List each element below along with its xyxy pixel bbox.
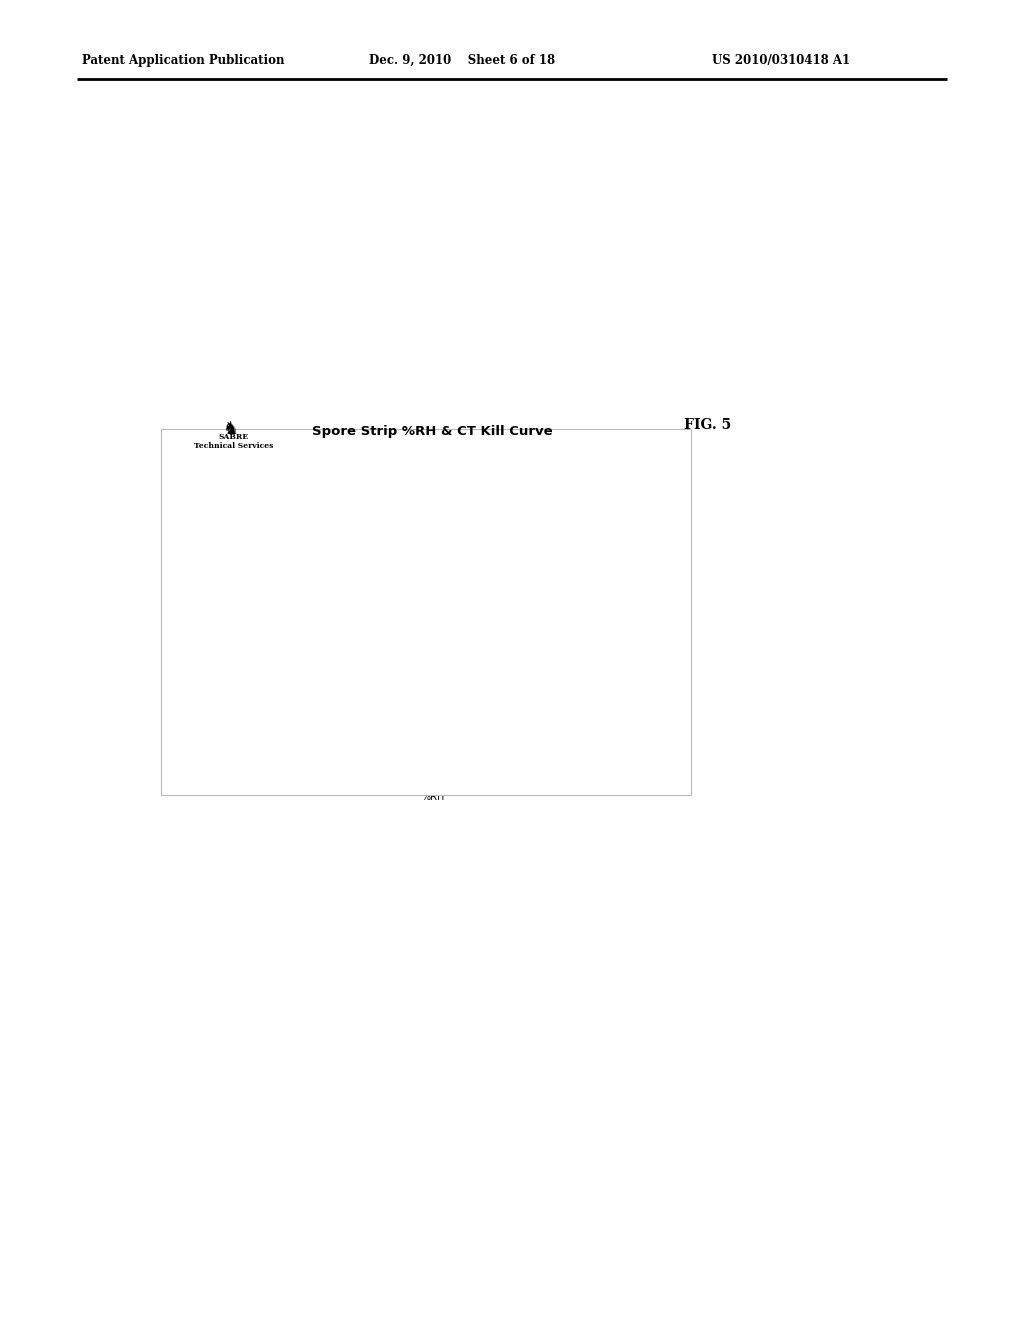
Text: Dec. 9, 2010    Sheet 6 of 18: Dec. 9, 2010 Sheet 6 of 18 — [369, 54, 555, 67]
Text: ♞: ♞ — [222, 420, 239, 438]
Text: Spore Strip %RH & CT Kill Curve: Spore Strip %RH & CT Kill Curve — [312, 425, 553, 438]
Text: US 2010/0310418 A1: US 2010/0310418 A1 — [712, 54, 850, 67]
Text: 800: 800 — [527, 754, 543, 763]
Text: 5100: 5100 — [439, 677, 459, 686]
Bar — [324, 495, 455, 723]
Text: 600: 600 — [550, 758, 564, 767]
Text: SABRE
Technical Services: SABRE Technical Services — [194, 433, 273, 450]
Text: y = 6x² - 870x + 32100
R² = 1: y = 6x² - 870x + 32100 R² = 1 — [551, 498, 640, 515]
Text: Patent Application Publication: Patent Application Publication — [82, 54, 285, 67]
X-axis label: %RH: %RH — [422, 792, 444, 801]
Y-axis label: CT (XX ppmv x 6 Hrs.): CT (XX ppmv x 6 Hrs.) — [172, 585, 181, 677]
Text: 2400: 2400 — [483, 726, 503, 734]
Text: FIG. 5: FIG. 5 — [684, 418, 731, 433]
